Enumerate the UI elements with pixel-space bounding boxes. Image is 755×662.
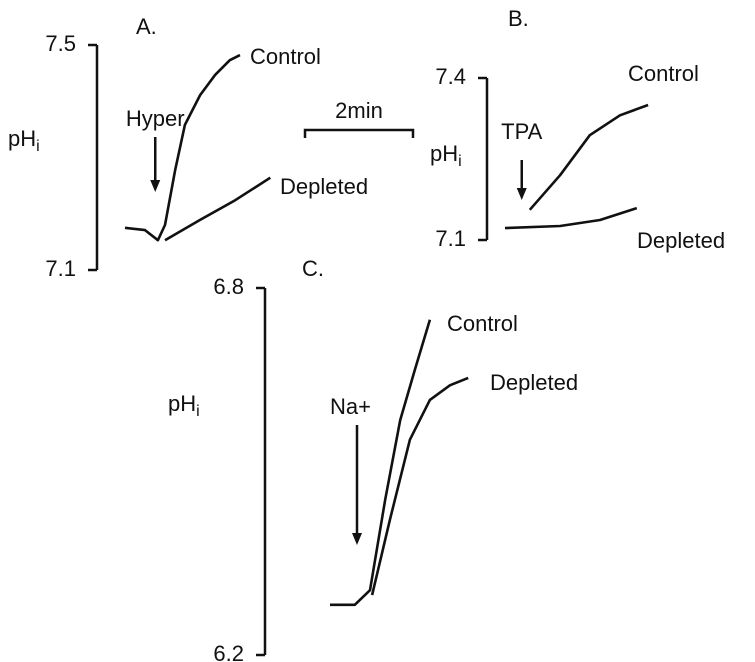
panel: A. pHi 7.1 7.5 2min Hyper Control Depleted [8,14,415,281]
y-axis-label-main: pH [430,141,458,166]
scale-bar [303,128,415,138]
trace [504,206,638,230]
series-label: Depleted [280,174,368,199]
arrow-head [150,180,161,192]
annotation-label: Na+ [330,394,371,419]
annotation-label: Hyper [126,106,185,131]
arrow-head [516,188,527,200]
trace [164,176,272,242]
series-label: Control [250,44,321,69]
y-axis-label-main: pH [8,126,36,151]
y-axis-label-sub: i [36,138,40,155]
trace [330,319,432,607]
y-tick-label: 7.4 [435,64,466,89]
y-axis-label-sub: i [196,403,200,420]
panel-title: C. [302,256,324,281]
y-tick-label: 6.2 [213,641,244,662]
y-axis-label: pHi [8,126,40,155]
y-tick-label: 6.8 [213,274,244,299]
y-axis-label-main: pH [168,391,196,416]
series-label: Control [447,311,518,336]
series-label: Depleted [490,370,578,395]
annotation-label: TPA [501,119,542,144]
panel-title: A. [136,14,157,39]
y-tick-label: 7.1 [435,226,466,251]
y-axis-label: pHi [430,141,462,170]
panel: C. pHi 6.2 6.8 Na+ Control Depleted [168,256,578,662]
y-tick-label: 7.5 [45,31,76,56]
trace [528,103,649,211]
panel: B. pHi 7.1 7.4 TPA Control Depleted [430,6,725,253]
series-label: Depleted [637,228,725,253]
y-axis-label: pHi [168,391,200,420]
trace [124,53,241,242]
panel-title: B. [508,6,529,31]
series-label: Control [628,61,699,86]
trace [370,376,469,596]
arrow-head [352,533,362,545]
y-axis-label-sub: i [458,153,462,170]
y-tick-label: 7.1 [45,256,76,281]
scale-bar-label: 2min [335,98,383,123]
